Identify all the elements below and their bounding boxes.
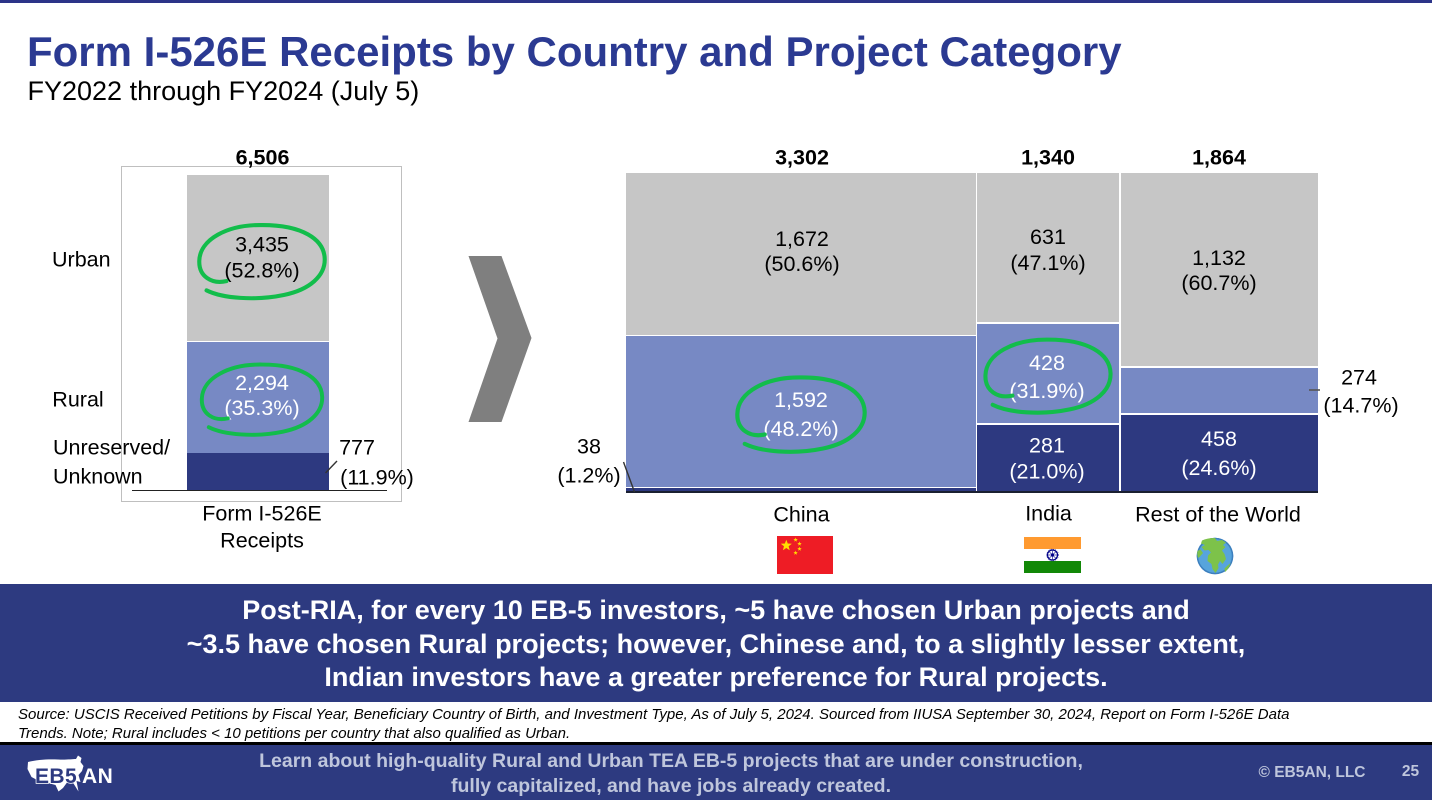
svg-text:EB5: EB5 (35, 765, 77, 788)
svg-text:AN: AN (82, 765, 113, 788)
